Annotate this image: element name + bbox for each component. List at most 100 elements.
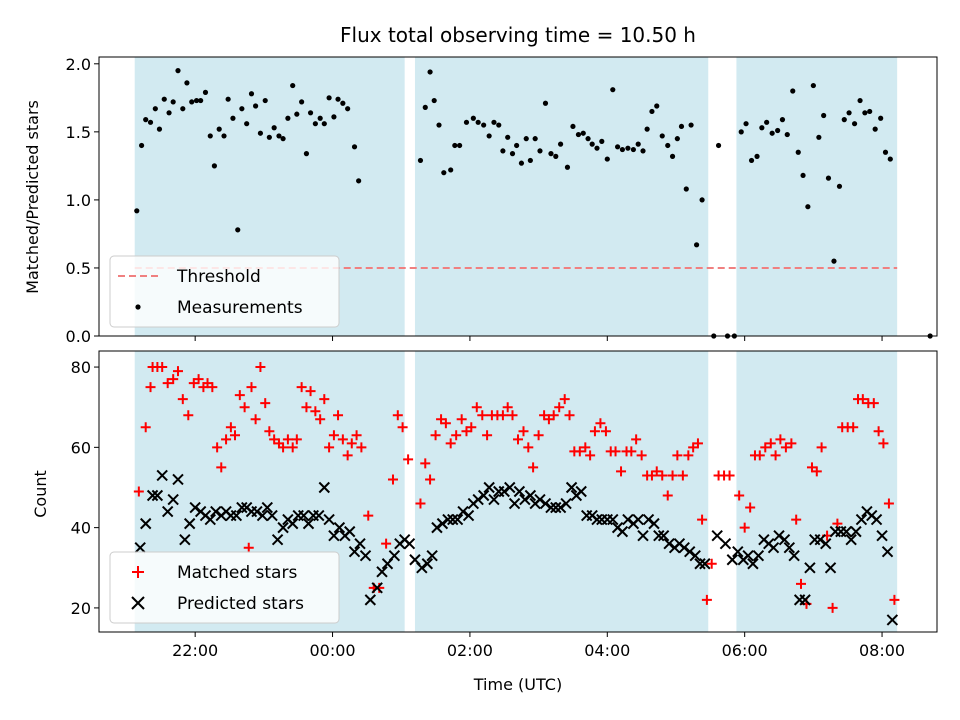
matched-stars-point-68 [471, 402, 482, 413]
predicted-stars-point-4 [156, 469, 168, 482]
matched-stars-point-16 [212, 442, 223, 453]
counts-axes-frame [98, 350, 938, 633]
predicted-stars-point-66 [483, 481, 495, 494]
measurements-point-121 [795, 149, 801, 155]
predicted-stars-point-38 [333, 521, 346, 534]
predicted-stars-point-112 [732, 546, 744, 558]
measurements-point-34 [290, 82, 296, 89]
ratio-window-band-2 [736, 57, 898, 336]
measurements-point-77 [557, 141, 564, 147]
matched-stars-point-21 [234, 390, 245, 401]
matched-stars-point-98 [626, 446, 637, 457]
measurements-point-59 [470, 115, 476, 121]
predicted-stars-point-95 [632, 513, 644, 526]
measurements-point-31 [276, 133, 282, 139]
matched-stars-point-45 [342, 450, 353, 461]
predicted-stars-point-84 [575, 485, 587, 498]
measurements-point-7 [166, 110, 172, 116]
predicted-stars-point-32 [302, 517, 315, 530]
matched-stars-point-55 [397, 422, 408, 433]
predicted-stars-point-101 [663, 537, 675, 550]
matched-stars-point-93 [600, 426, 611, 437]
measurements-point-4 [152, 106, 158, 112]
measurements-point-133 [857, 97, 863, 104]
predicted-stars-point-125 [799, 594, 811, 606]
predicted-stars-point-100 [657, 529, 670, 542]
predicted-stars-point-110 [719, 537, 732, 550]
measurements-point-32 [280, 136, 286, 142]
matched-stars-point-48 [356, 442, 367, 453]
measurements-point-73 [537, 148, 543, 154]
matched-stars-point-142 [857, 394, 868, 405]
predicted-stars-point-133 [840, 525, 853, 538]
measurements-point-63 [491, 119, 497, 125]
matched-stars-point-73 [497, 410, 508, 421]
measurements-point-61 [481, 122, 487, 128]
predicted-stars-point-122 [783, 541, 796, 554]
predicted-stars-point-37 [328, 529, 340, 542]
measurements-point-91 [630, 146, 636, 153]
predicted-stars-point-41 [348, 546, 361, 558]
matched-stars-point-5 [157, 362, 168, 373]
matched-stars-point-122 [754, 450, 765, 461]
chart-title: Flux total observing time = 10.50 h [340, 23, 696, 47]
measurements-point-24 [244, 121, 250, 127]
predicted-stars-point-67 [488, 493, 500, 506]
predicted-stars-point-128 [814, 533, 826, 546]
ratio-y-axis-label: Matched/Predicted stars [23, 100, 42, 294]
ratio-y-tick-label-1: 0.5 [66, 259, 91, 278]
matched-stars-point-114 [706, 558, 717, 569]
measurements-point-126 [821, 112, 827, 119]
predicted-stars-point-0 [134, 541, 146, 554]
measurements-point-55 [448, 167, 454, 173]
predicted-stars-point-35 [318, 481, 331, 494]
matched-stars-point-24 [246, 382, 257, 393]
measurements-point-53 [436, 122, 442, 128]
matched-stars-point-35 [296, 382, 307, 393]
matched-stars-point-109 [683, 450, 694, 461]
matched-stars-point-47 [351, 430, 362, 441]
counts-legend-box [109, 551, 340, 624]
matched-stars-point-140 [848, 422, 859, 433]
measurements-legend-marker [135, 304, 141, 310]
matched-stars-point-65 [456, 414, 467, 425]
predicted-stars-point-80 [554, 501, 567, 514]
matched-stars-point-40 [319, 394, 330, 405]
predicted-stars-legend-label: Predicted stars [177, 594, 304, 614]
measurements-point-28 [262, 97, 268, 104]
matched-stars-point-38 [310, 406, 321, 417]
ratio-legend: Threshold Measurements [109, 255, 340, 328]
measurements-point-127 [825, 175, 832, 181]
matched-stars-point-74 [502, 402, 513, 413]
matched-stars-point-6 [162, 378, 173, 389]
predicted-stars-point-31 [297, 509, 310, 522]
measurements-point-40 [317, 115, 323, 121]
measurements-point-130 [841, 117, 847, 123]
predicted-stars-point-140 [876, 529, 888, 542]
predicted-stars-point-96 [637, 529, 649, 542]
matched-stars-point-89 [580, 442, 591, 453]
measurements-point-74 [542, 100, 549, 106]
measurements-point-6 [161, 96, 167, 102]
counts-y-tick-label-3: 80 [71, 358, 91, 377]
matched-stars-point-57 [415, 498, 426, 509]
x-tick-label-0: 22:00 [172, 641, 218, 660]
matched-stars-point-123 [760, 442, 771, 453]
predicted-stars-point-111 [726, 554, 739, 566]
predicted-stars-point-72 [513, 485, 526, 498]
ratio-observing-windows [134, 57, 898, 336]
matched-stars-point-43 [333, 410, 344, 421]
counts-y-tick-label-2: 60 [71, 438, 91, 457]
measurements-point-87 [610, 87, 616, 93]
measurements-point-21 [230, 115, 236, 121]
measurements-point-17 [211, 163, 217, 169]
predicted-stars-point-92 [616, 525, 629, 538]
counts-y-tick-label-0: 20 [71, 599, 91, 618]
predicted-stars-point-58 [442, 513, 454, 526]
predicted-stars-point-8 [179, 533, 191, 546]
counts-y-axis-label: Count [31, 470, 50, 518]
matched-stars-point-62 [440, 418, 451, 429]
measurements-point-30 [271, 125, 277, 131]
matched-stars-point-95 [610, 446, 621, 457]
